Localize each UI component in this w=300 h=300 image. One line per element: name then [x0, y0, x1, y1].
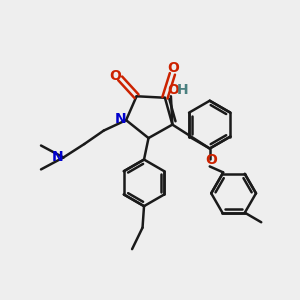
Text: N: N: [115, 112, 127, 126]
Text: O: O: [205, 153, 217, 166]
Text: O: O: [109, 69, 121, 83]
Text: O: O: [167, 83, 179, 97]
Text: N: N: [52, 150, 63, 164]
Text: O: O: [167, 61, 179, 76]
Text: H: H: [176, 83, 188, 97]
